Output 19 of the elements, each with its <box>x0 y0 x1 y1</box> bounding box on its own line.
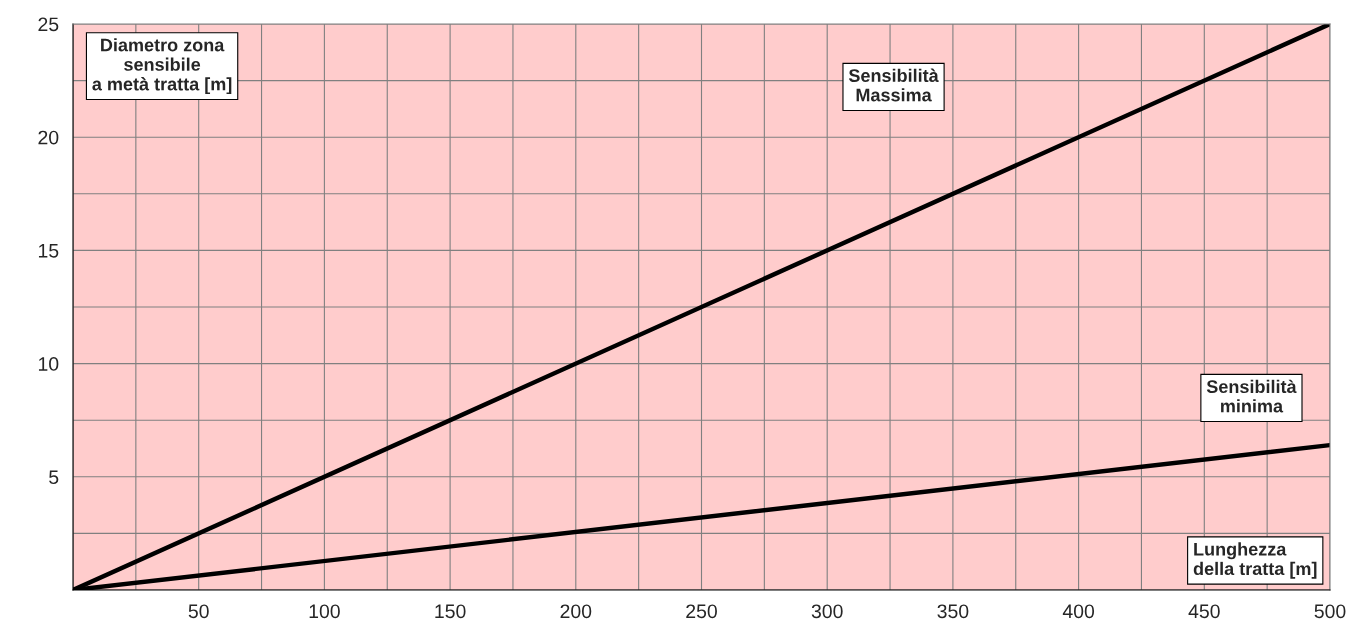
text: Sensibilità Massima <box>848 68 939 102</box>
x-tick-label: 500 <box>1314 604 1346 619</box>
y-tick-label: 20 <box>38 130 59 145</box>
text: Sensibilità minima <box>1206 379 1297 413</box>
y-tick-label: 25 <box>38 17 59 32</box>
x-tick-label: 250 <box>686 604 717 619</box>
x-tick-label: 450 <box>1188 604 1220 619</box>
x-tick-label: 350 <box>937 604 969 619</box>
x-axis-title: Lunghezza della tratta [m] <box>1193 542 1317 579</box>
x-tick-label: 200 <box>560 604 592 619</box>
y-axis-title: Diametro zona sensibile a metà tratta [m] <box>92 38 232 95</box>
y-tick-label: 10 <box>38 357 59 371</box>
x-tick-label: 300 <box>811 604 843 619</box>
y-tick-label: 5 <box>49 470 59 485</box>
x-tick-label: 100 <box>309 604 340 619</box>
x-tick-label: 400 <box>1062 604 1095 619</box>
y-tick-label: 15 <box>38 244 59 258</box>
x-tick-label: 150 <box>435 604 466 619</box>
x-tick-label: 50 <box>188 604 209 619</box>
